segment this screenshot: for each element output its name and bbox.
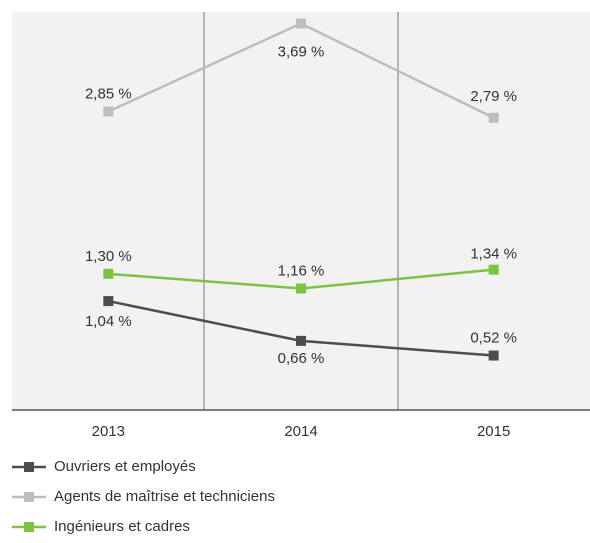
data-label: 1,04 % (85, 313, 132, 330)
data-label: 3,69 % (278, 43, 325, 60)
data-label: 1,34 % (470, 246, 517, 263)
point (488, 112, 499, 123)
data-label: 2,79 % (470, 88, 517, 105)
point (103, 296, 114, 307)
data-label: 0,66 % (278, 350, 325, 367)
point (103, 106, 114, 117)
legend-label: Ingénieurs et cadres (54, 518, 190, 535)
legend-label: Agents de maîtrise et techniciens (54, 488, 275, 505)
legend-marker (24, 462, 34, 472)
legend-marker (24, 492, 34, 502)
x-tick-label: 2014 (284, 423, 317, 440)
point (296, 18, 306, 29)
legend-label: Ouvriers et employés (54, 458, 196, 475)
point (103, 268, 114, 279)
legend-marker (24, 522, 34, 532)
point (488, 350, 499, 361)
point (296, 283, 306, 294)
data-label: 0,52 % (470, 330, 517, 347)
point (488, 264, 499, 275)
data-label: 2,85 % (85, 85, 132, 102)
x-tick-label: 2015 (477, 423, 510, 440)
data-label: 1,16 % (278, 262, 325, 279)
data-label: 1,30 % (85, 248, 132, 265)
point (296, 335, 306, 346)
x-tick-label: 2013 (92, 423, 125, 440)
